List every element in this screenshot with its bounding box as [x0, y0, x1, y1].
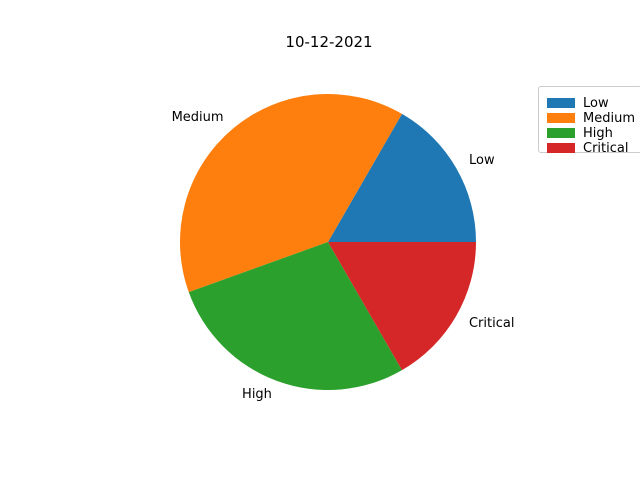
legend-label-high: High	[583, 125, 613, 141]
legend-entry-high: High	[547, 124, 613, 142]
legend: Low Medium High Critical	[538, 86, 640, 156]
slice-label-critical: Critical	[468, 315, 515, 331]
legend-entry-low: Low	[547, 94, 609, 112]
pie-slice-high	[188, 242, 402, 390]
legend-swatch-high	[547, 128, 575, 138]
legend-label-low: Low	[583, 95, 609, 111]
pie-slice-low	[328, 113, 477, 242]
legend-entry-medium: Medium	[547, 109, 635, 127]
legend-swatch-low	[547, 98, 575, 108]
slice-label-high: High	[242, 387, 272, 403]
legend-swatch-medium	[547, 113, 575, 123]
pie-slice-medium	[179, 94, 402, 293]
legend-swatch-critical	[547, 143, 575, 153]
chart-title: 10-12-2021	[285, 33, 373, 51]
slice-label-low: Low	[468, 153, 495, 169]
slice-label-medium: Medium	[171, 109, 224, 125]
pie-slice-critical	[328, 242, 476, 371]
legend-entry-critical: Critical	[547, 139, 628, 157]
legend-label-medium: Medium	[583, 110, 635, 126]
legend-label-critical: Critical	[583, 140, 629, 156]
